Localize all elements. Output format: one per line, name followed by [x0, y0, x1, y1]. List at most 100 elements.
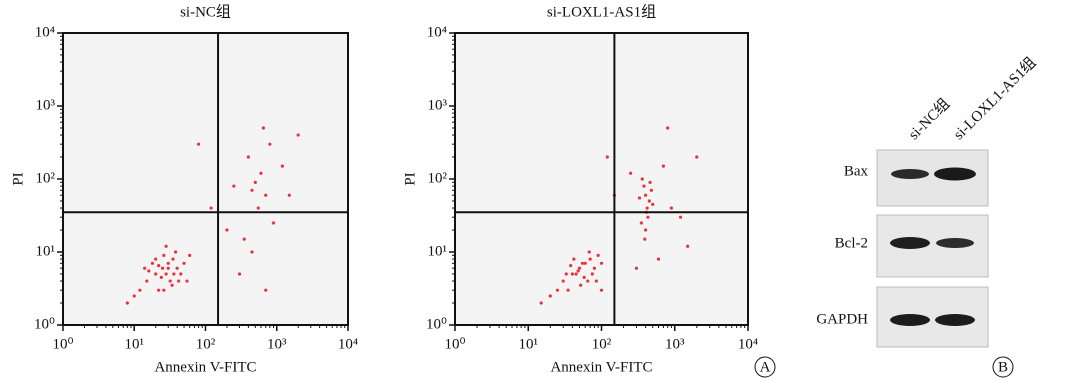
point	[143, 267, 146, 270]
point	[567, 289, 570, 292]
point	[578, 267, 581, 270]
point	[176, 267, 179, 270]
point	[162, 289, 165, 292]
point	[172, 272, 175, 275]
y-tick-label: 10¹	[36, 243, 56, 259]
point	[648, 199, 651, 202]
point	[644, 194, 647, 197]
point	[679, 216, 682, 219]
x-tick-label: 10⁴	[338, 336, 358, 352]
point	[581, 262, 584, 265]
point	[185, 279, 188, 282]
lane-label: si-NC组	[905, 95, 953, 143]
x-axis-label: Annexin V-FITC	[154, 359, 256, 375]
point	[648, 181, 651, 184]
y-tick-label: 10⁴	[427, 24, 447, 40]
point	[577, 269, 580, 272]
point	[133, 294, 136, 297]
point	[650, 189, 653, 192]
y-tick-label: 10¹	[428, 243, 448, 259]
point	[171, 257, 174, 260]
x-tick-label: 10⁰	[444, 336, 465, 352]
x-tick-label: 10³	[267, 336, 287, 352]
point	[188, 254, 191, 257]
point	[297, 133, 300, 136]
point	[250, 189, 253, 192]
point	[646, 216, 649, 219]
point	[154, 257, 157, 260]
x-tick-label: 10²	[592, 336, 612, 352]
point	[662, 165, 665, 168]
point	[666, 126, 669, 129]
point	[635, 267, 638, 270]
point	[268, 143, 271, 146]
point	[232, 184, 235, 187]
point	[138, 289, 141, 292]
point	[606, 155, 609, 158]
y-tick-label: 10³	[36, 97, 56, 113]
band	[890, 237, 930, 249]
point	[264, 194, 267, 197]
point	[281, 165, 284, 168]
point	[161, 267, 164, 270]
point	[574, 272, 577, 275]
y-axis-label: PI	[10, 172, 26, 185]
point	[167, 267, 170, 270]
y-tick-label: 10²	[36, 170, 56, 186]
point	[250, 250, 253, 253]
band	[890, 314, 930, 326]
point	[177, 279, 180, 282]
point	[651, 203, 654, 206]
point	[288, 194, 291, 197]
chart-title: si-LOXL1-AS1组	[547, 3, 656, 20]
point	[583, 276, 586, 279]
plot-area	[455, 33, 748, 325]
point	[589, 257, 592, 260]
point	[644, 228, 647, 231]
point	[210, 206, 213, 209]
point	[597, 254, 600, 257]
point	[126, 301, 129, 304]
band	[934, 168, 976, 181]
western-blot: Bax Bcl-2 GAPDH si-NC组 si-LOXL1-AS1组	[816, 54, 1039, 347]
x-tick-label: 10⁰	[52, 336, 73, 352]
point	[588, 250, 591, 253]
point	[686, 245, 689, 248]
point	[225, 228, 228, 231]
point	[600, 262, 603, 265]
point	[695, 155, 698, 158]
x-tick-label: 10³	[665, 336, 685, 352]
point	[174, 250, 177, 253]
point	[646, 206, 649, 209]
x-tick-label: 10¹	[519, 336, 539, 352]
point	[569, 264, 572, 267]
point	[562, 279, 565, 282]
point	[595, 279, 598, 282]
point	[584, 262, 587, 265]
x-tick-label: 10²	[196, 336, 216, 352]
point	[272, 221, 275, 224]
point	[586, 279, 589, 282]
point	[157, 264, 160, 267]
y-tick-label: 10⁴	[35, 24, 55, 40]
point	[238, 272, 241, 275]
point	[600, 289, 603, 292]
point	[593, 267, 596, 270]
lane-label: si-LOXL1-AS1组	[950, 54, 1039, 143]
x-tick-label: 10⁴	[738, 336, 758, 352]
point	[165, 272, 168, 275]
point	[243, 238, 246, 241]
panel-label: A	[760, 359, 771, 375]
point	[556, 289, 559, 292]
point	[262, 126, 265, 129]
band	[936, 238, 974, 248]
point	[165, 245, 168, 248]
point	[179, 272, 182, 275]
x-tick-label: 10¹	[125, 336, 145, 352]
point	[167, 262, 170, 265]
point	[145, 279, 148, 282]
row-label: Bax	[844, 163, 869, 179]
point	[638, 196, 641, 199]
point	[197, 143, 200, 146]
point	[572, 257, 575, 260]
